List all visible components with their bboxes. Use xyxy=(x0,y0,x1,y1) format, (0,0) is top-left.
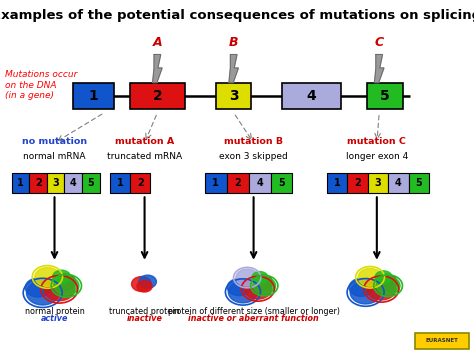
Circle shape xyxy=(252,272,268,284)
Text: 5: 5 xyxy=(278,178,285,188)
Bar xyxy=(110,173,130,192)
Circle shape xyxy=(349,278,373,296)
Bar xyxy=(130,173,150,192)
Polygon shape xyxy=(374,55,384,83)
Text: 3: 3 xyxy=(52,178,59,188)
Bar xyxy=(205,173,227,192)
Circle shape xyxy=(367,278,396,300)
Bar xyxy=(388,173,409,192)
Polygon shape xyxy=(229,55,238,83)
Circle shape xyxy=(132,277,151,291)
Circle shape xyxy=(253,277,275,294)
Text: 1: 1 xyxy=(17,178,24,188)
Text: inactive or aberrant function: inactive or aberrant function xyxy=(188,314,319,323)
Bar xyxy=(227,173,248,192)
Circle shape xyxy=(53,270,71,284)
Bar xyxy=(12,173,29,192)
Text: EURASNET: EURASNET xyxy=(425,338,458,343)
Circle shape xyxy=(54,276,79,295)
Circle shape xyxy=(35,267,60,286)
Text: C: C xyxy=(374,36,384,49)
Bar xyxy=(368,173,388,192)
Text: truncated protein: truncated protein xyxy=(109,307,180,316)
Bar xyxy=(64,173,82,192)
Circle shape xyxy=(358,268,382,286)
Text: 2: 2 xyxy=(354,178,361,188)
Text: Mutations occur
on the DNA
(in a gene): Mutations occur on the DNA (in a gene) xyxy=(5,70,77,100)
Circle shape xyxy=(252,274,273,290)
Text: 3: 3 xyxy=(228,89,238,103)
Bar xyxy=(29,173,47,192)
Bar xyxy=(248,173,271,192)
Text: 1: 1 xyxy=(89,89,99,103)
Circle shape xyxy=(44,278,74,301)
Bar xyxy=(347,173,368,192)
Circle shape xyxy=(27,281,59,305)
Circle shape xyxy=(350,281,381,304)
Text: 2: 2 xyxy=(137,178,144,188)
Text: exon 3 skipped: exon 3 skipped xyxy=(219,152,288,160)
Text: mutation C: mutation C xyxy=(347,137,406,147)
Text: A: A xyxy=(153,36,162,49)
Circle shape xyxy=(137,280,152,292)
Text: normal protein: normal protein xyxy=(25,307,84,316)
Bar xyxy=(415,333,469,349)
Text: truncated mRNA: truncated mRNA xyxy=(107,152,182,160)
Bar xyxy=(82,173,100,192)
Text: normal mRNA: normal mRNA xyxy=(23,152,86,160)
Text: B: B xyxy=(229,36,238,49)
Text: 4: 4 xyxy=(70,178,77,188)
Text: 2: 2 xyxy=(35,178,42,188)
Circle shape xyxy=(375,274,397,291)
Circle shape xyxy=(376,277,400,295)
Text: longer exon 4: longer exon 4 xyxy=(346,152,408,160)
Text: 1: 1 xyxy=(212,178,219,188)
Text: 2: 2 xyxy=(234,178,241,188)
Text: 1: 1 xyxy=(334,178,341,188)
Text: 1: 1 xyxy=(117,178,123,188)
Bar xyxy=(409,173,429,192)
Text: active: active xyxy=(41,314,68,323)
Text: 2: 2 xyxy=(153,89,163,103)
Text: inactive: inactive xyxy=(127,314,163,323)
Bar xyxy=(282,83,341,109)
Bar xyxy=(47,173,64,192)
Circle shape xyxy=(139,275,156,288)
Bar xyxy=(367,83,403,109)
Text: no mutation: no mutation xyxy=(22,137,87,147)
Text: 4: 4 xyxy=(395,178,402,188)
Text: protein of different size (smaller or longer): protein of different size (smaller or lo… xyxy=(168,307,339,316)
Bar xyxy=(271,173,292,192)
Circle shape xyxy=(244,278,272,299)
Polygon shape xyxy=(153,55,162,83)
Text: 4: 4 xyxy=(256,178,263,188)
Bar xyxy=(130,83,185,109)
Text: Examples of the potential consequences of mutations on splicing: Examples of the potential consequences o… xyxy=(0,9,474,22)
Circle shape xyxy=(25,278,51,297)
Text: 5: 5 xyxy=(415,178,422,188)
Text: mutation B: mutation B xyxy=(224,137,283,147)
Circle shape xyxy=(52,273,76,291)
Text: 3: 3 xyxy=(374,178,382,188)
Text: mutation A: mutation A xyxy=(115,137,174,147)
Circle shape xyxy=(228,279,250,296)
Circle shape xyxy=(375,271,392,284)
Text: 4: 4 xyxy=(307,89,317,103)
Text: 5: 5 xyxy=(87,178,94,188)
Circle shape xyxy=(236,269,258,286)
Text: 5: 5 xyxy=(380,89,390,103)
Bar xyxy=(327,173,347,192)
Circle shape xyxy=(228,281,257,303)
Bar xyxy=(216,83,251,109)
Bar xyxy=(73,83,114,109)
